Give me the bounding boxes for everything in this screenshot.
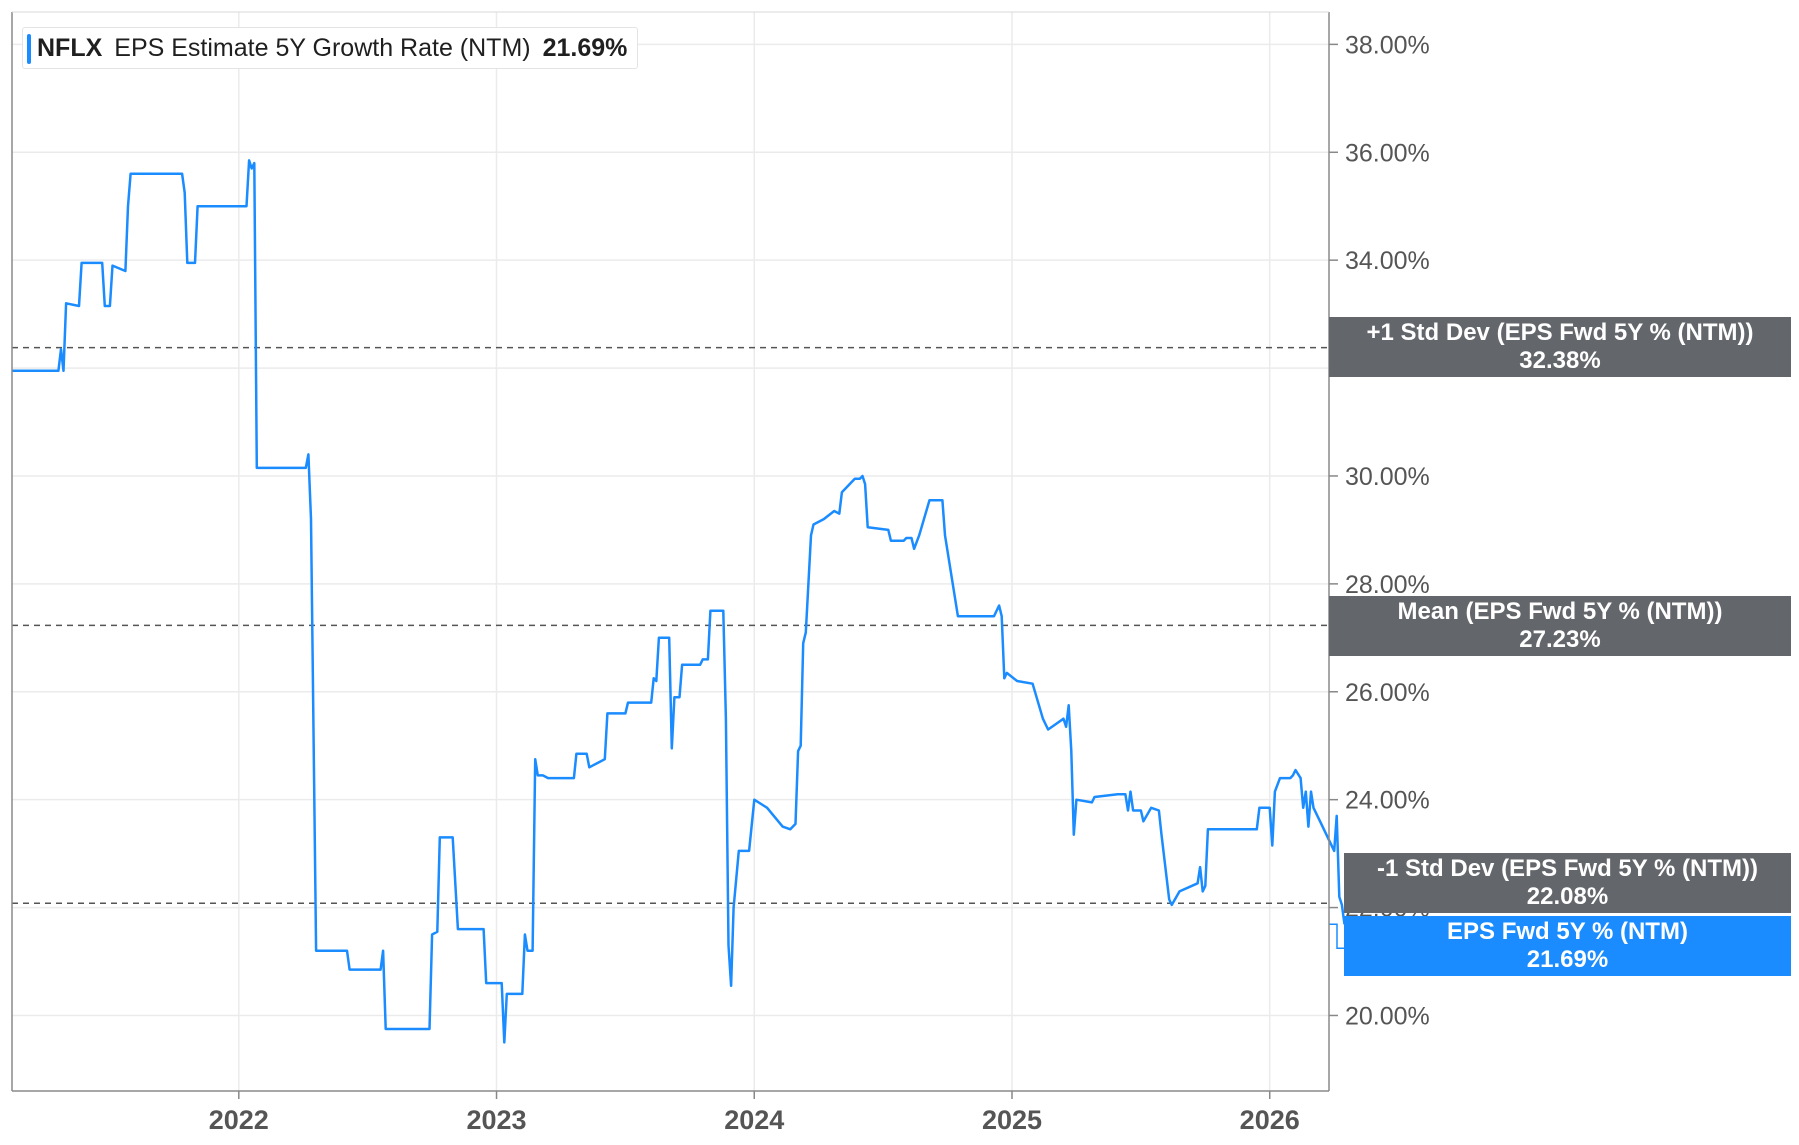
x-tick-label: 2024: [724, 1105, 784, 1135]
legend-swatch: [27, 34, 31, 64]
grid-lines: [12, 12, 1329, 1091]
y-tick-label: 34.00%: [1345, 247, 1430, 275]
current-value-connector: [1329, 923, 1344, 950]
reference-lines: [12, 346, 1329, 905]
x-tick-label: 2025: [982, 1105, 1042, 1135]
plus-one-std-dev-label: +1 Std Dev (EPS Fwd 5Y % (NTM)): [1366, 319, 1754, 346]
series-layer: [12, 159, 1346, 1044]
current-value-value: 21.69%: [1526, 946, 1609, 973]
mean-label: Mean (EPS Fwd 5Y % (NTM)): [1397, 598, 1723, 625]
minus-one-std-dev-label: -1 Std Dev (EPS Fwd 5Y % (NTM)): [1377, 855, 1758, 882]
plus-one-std-dev-value: 32.38%: [1519, 347, 1601, 374]
x-axis: 2022 2023 2024 2025 2026: [209, 1091, 1300, 1135]
mean-flag: Mean (EPS Fwd 5Y % (NTM)) 27.23%: [1329, 596, 1791, 656]
y-tick-label: 36.00%: [1345, 139, 1430, 167]
series-line: [12, 159, 1346, 1044]
minus-one-std-dev-value: 22.08%: [1526, 883, 1609, 910]
y-tick-label: 38.00%: [1345, 31, 1430, 59]
plus-one-std-dev-flag: +1 Std Dev (EPS Fwd 5Y % (NTM)) 32.38%: [1329, 317, 1791, 377]
current-value-label: EPS Fwd 5Y % (NTM): [1447, 918, 1688, 945]
y-tick-label: 20.00%: [1345, 1002, 1430, 1030]
legend-value: 21.69%: [542, 33, 628, 62]
legend-series-name: EPS Estimate 5Y Growth Rate (NTM): [114, 33, 531, 62]
current-value-flag: EPS Fwd 5Y % (NTM) 21.69%: [1344, 916, 1791, 976]
plot-frame: [11, 11, 1330, 1092]
y-tick-label: 30.00%: [1345, 463, 1430, 491]
y-tick-label: 28.00%: [1345, 571, 1430, 599]
x-tick-label: 2026: [1240, 1105, 1300, 1135]
y-tick-label: 26.00%: [1345, 679, 1430, 707]
legend-ticker: NFLX: [37, 33, 103, 62]
mean-value: 27.23%: [1519, 626, 1601, 653]
x-tick-label: 2023: [466, 1105, 526, 1135]
legend[interactable]: NFLX EPS Estimate 5Y Growth Rate (NTM) 2…: [22, 27, 639, 69]
y-tick-label: 24.00%: [1345, 787, 1430, 815]
x-tick-label: 2022: [209, 1105, 269, 1135]
minus-one-std-dev-flag: -1 Std Dev (EPS Fwd 5Y % (NTM)) 22.08%: [1344, 853, 1791, 913]
